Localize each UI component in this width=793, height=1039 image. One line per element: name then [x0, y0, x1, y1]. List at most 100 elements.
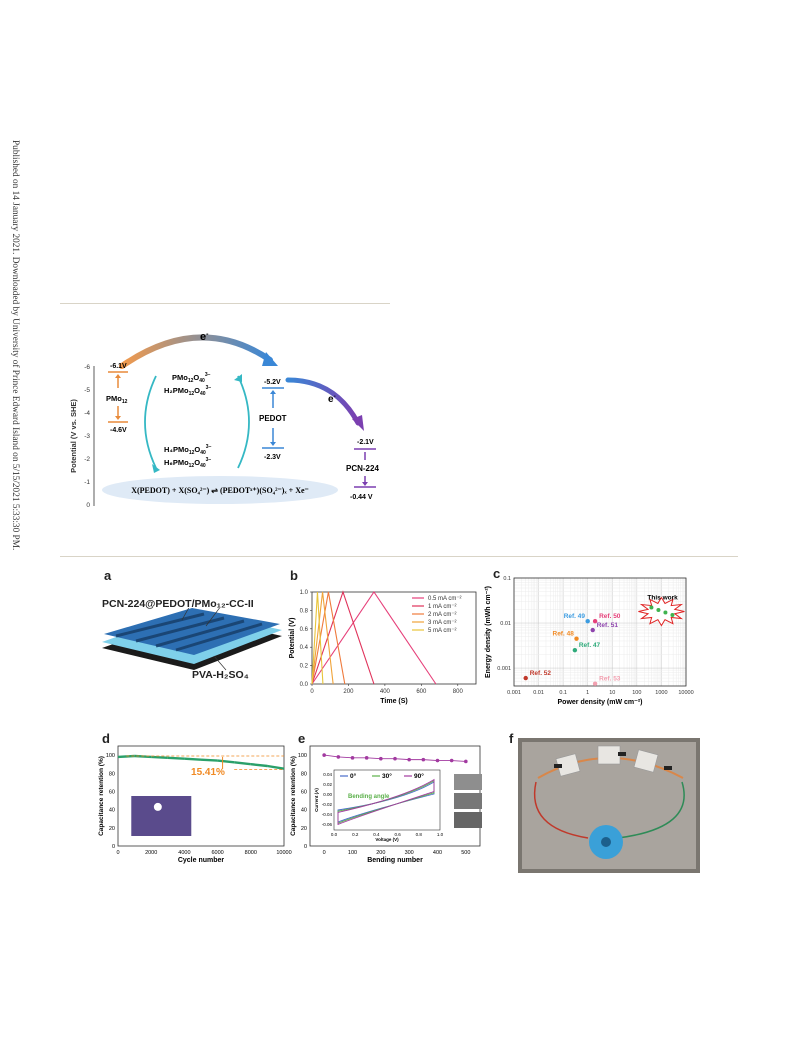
pedot-label: PEDOT: [259, 414, 287, 423]
bending-chart: 0 100 200 300 400 500 0 20 40 60 80 100 Bending numb…: [290, 745, 482, 864]
y-tick-label: 0.2: [300, 664, 309, 670]
ragone-chart: 0.001 0.01 0.1 1 10 100 1000 10000 0.001 0.01 0.1 P…: [485, 576, 694, 706]
x-tick-label: 600: [416, 689, 427, 695]
data-point: [663, 610, 668, 615]
arrowhead: [270, 442, 276, 446]
series-line: [311, 591, 334, 685]
point-label: Ref. 48: [553, 631, 575, 638]
legend-entry: 90°: [414, 772, 424, 780]
bending-photo: [454, 774, 482, 790]
y-tick-label: 100: [106, 753, 115, 759]
data-point: [364, 756, 369, 760]
y-tick-label: 80: [109, 771, 115, 777]
arrowhead: [115, 374, 121, 378]
scheme-y-axis-label: Potential (V vs. SHE): [69, 399, 78, 473]
panel-label-d: d: [102, 731, 110, 746]
panel-label-e: e: [298, 731, 306, 746]
data-point: [322, 753, 326, 757]
arrowhead: [115, 416, 121, 420]
gcd-chart: 0 200 400 600 800 0.0 0.2 0.4 0.6 0.8 1.0 Time (S) P…: [289, 590, 477, 705]
y-tick-label: 20: [109, 826, 115, 832]
point-label: Ref. 47: [579, 642, 601, 649]
sidebar-notice: Published on 14 January 2021. Downloaded…: [0, 140, 22, 800]
x-tick-label: 10: [609, 690, 615, 696]
pcn-top-potential: -2.1V: [357, 439, 374, 446]
data-point: [336, 755, 341, 759]
bending-photo: [454, 793, 482, 809]
x-tick-label: 800: [453, 689, 464, 695]
y-tick-label: 40: [301, 808, 307, 814]
arrowhead: [270, 390, 276, 394]
top-divider: [60, 303, 390, 304]
reduction-bracket: [144, 375, 157, 469]
equation-bubble: [102, 476, 338, 504]
species: H₆PMo12O403−: [164, 457, 211, 469]
electron-transfer-arc-1: [119, 334, 273, 369]
x-tick-label: 400: [380, 689, 391, 695]
x-tick-label: 0.001: [507, 690, 521, 696]
x-tick-label: 0: [310, 689, 314, 695]
pmo-species-list: PMo12O403− H₂PMo12O403− H₄PMo12O403− H₆P…: [164, 372, 212, 469]
scheme-y-tick: -1: [84, 479, 90, 486]
series-line: [311, 591, 346, 685]
scheme-y-tick: -5: [84, 387, 90, 394]
download-notice-text: Published on 14 January 2021. Downloaded…: [10, 140, 20, 551]
scheme-y-tick: -2: [84, 456, 90, 463]
data-point: [670, 613, 675, 618]
y-tick-label: 0: [304, 844, 307, 850]
inset-y-tick: 0.04: [323, 772, 332, 777]
y-tick-label: 100: [298, 753, 307, 759]
weave-pattern: [115, 612, 263, 652]
arrowhead: [362, 482, 368, 486]
x-tick-label: 500: [461, 850, 470, 856]
y-tick-label: 0.001: [497, 666, 511, 672]
y-tick-label: 1.0: [300, 590, 309, 596]
y-axis-label: Potential (V): [289, 618, 296, 659]
x-axis-label: Time (S): [380, 698, 408, 705]
top-electrode: [104, 608, 280, 655]
inset-y-tick: -0.06: [322, 822, 333, 827]
y-axis-label: Capacitance retention (%): [290, 756, 297, 836]
electron-label-2: e-: [328, 393, 336, 405]
inset-x-tick: 0.8: [416, 832, 423, 837]
plot-frame: [311, 591, 477, 685]
point-label: This work: [647, 595, 678, 602]
y-tick-label: 20: [301, 826, 307, 832]
cv-curve: [337, 778, 435, 826]
x-tick-label: 8000: [245, 850, 257, 856]
legend-entry: 3 mA cm⁻²: [428, 620, 457, 626]
retention-segment: [151, 755, 168, 760]
legend-entry: 1 mA cm⁻²: [428, 604, 457, 610]
plot-frame: [117, 745, 285, 847]
x-tick-label: 2000: [145, 850, 157, 856]
species: PMo12O403−: [172, 372, 211, 384]
series-line: [311, 590, 375, 685]
scheme-y-tick: -6: [84, 364, 90, 371]
red-wire: [533, 781, 589, 839]
panel-label-c: c: [493, 566, 501, 581]
x-tick-label: 4000: [178, 850, 190, 856]
retention-segment: [167, 756, 185, 760]
y-tick-label: 40: [109, 808, 115, 814]
led-inset-photo: [131, 796, 192, 836]
scheme-y-ticks: -6 -5 -4 -3 -2 -1 0: [84, 364, 90, 509]
series-line: [311, 591, 324, 685]
data-point: [592, 681, 598, 686]
data-point: [350, 756, 355, 760]
retention-segment: [184, 757, 202, 761]
data-point: [656, 608, 661, 613]
redox-equation: X(PEDOT) + X(SO₄²⁻) ⇌ (PEDOTˣ⁺)(SO₄²⁻)ₓ …: [131, 486, 309, 495]
x-tick-label: 300: [405, 850, 414, 856]
point-label: Ref. 53: [599, 676, 621, 683]
y-tick-label: 0.1: [503, 576, 511, 582]
x-tick-label: 0: [116, 850, 119, 856]
clips: [554, 752, 672, 770]
legend-entry: 5 mA cm⁻²: [428, 628, 457, 634]
data-point: [585, 618, 590, 624]
pmo-label: PMo12: [106, 394, 128, 405]
x-tick-label: 0.01: [533, 690, 544, 696]
inset-x-tick: 0.0: [331, 832, 338, 837]
inset-x-tick: 1.0: [437, 832, 444, 837]
bending-photo: [454, 812, 482, 828]
inset-y-tick: 0.02: [323, 782, 332, 787]
